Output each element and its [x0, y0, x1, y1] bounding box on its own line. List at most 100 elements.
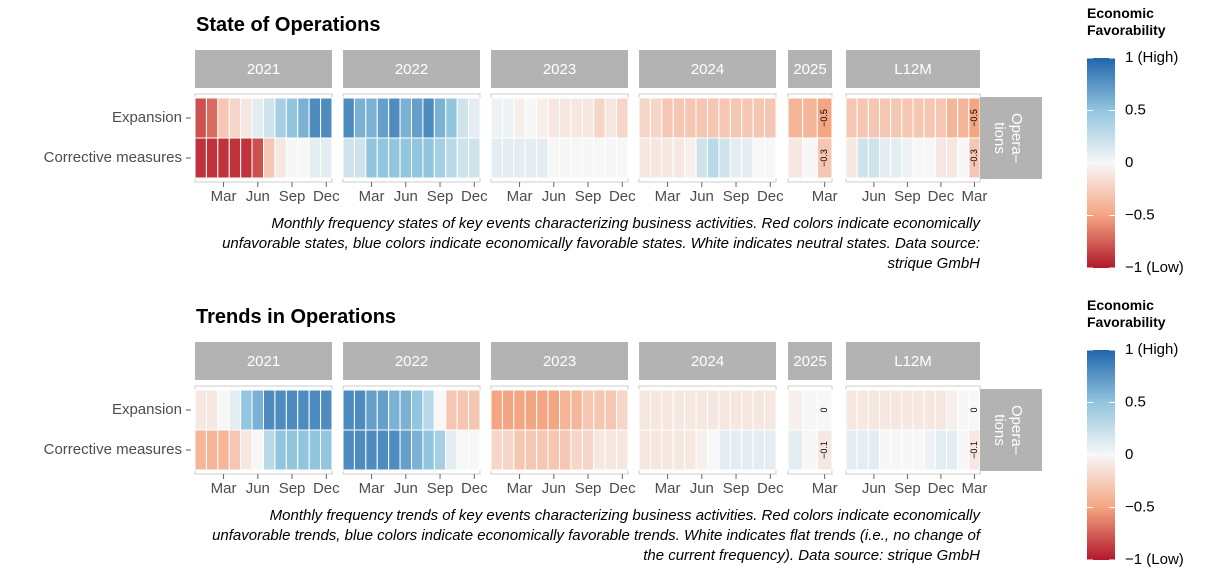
cell	[764, 389, 777, 431]
cell	[638, 137, 651, 179]
cell	[923, 389, 936, 431]
x-tick-label: Sep	[427, 480, 454, 497]
cell	[297, 97, 310, 139]
cell	[490, 429, 503, 471]
cell	[718, 97, 731, 139]
strip	[639, 342, 776, 380]
cell	[445, 137, 458, 179]
x-tick-label: Mar	[961, 188, 987, 205]
cell	[194, 389, 207, 431]
cell	[205, 389, 219, 431]
cell	[946, 389, 959, 431]
cell	[752, 389, 766, 431]
cell	[570, 389, 583, 431]
cell	[353, 97, 367, 139]
cell	[251, 429, 264, 471]
cell	[707, 389, 720, 431]
legend-tick-label: −0.5	[1125, 498, 1155, 515]
cell	[856, 137, 869, 179]
x-tick-label: Jun	[542, 480, 566, 497]
cell	[274, 429, 287, 471]
cell	[901, 429, 914, 471]
cell	[661, 389, 674, 431]
y-tick-label: Expansion	[112, 401, 182, 418]
cell	[422, 137, 435, 179]
cell	[741, 97, 754, 139]
cell	[616, 97, 629, 139]
cell	[251, 97, 264, 139]
cell	[718, 429, 731, 471]
facet-label: 2022	[395, 61, 428, 78]
cell	[845, 429, 858, 471]
cell	[764, 429, 777, 471]
row-facet-label: Opera–	[1008, 405, 1025, 456]
cell	[707, 97, 720, 139]
cell	[718, 389, 731, 431]
cell	[456, 389, 470, 431]
cell	[752, 97, 766, 139]
cell	[802, 137, 818, 179]
cell	[672, 429, 686, 471]
cell	[376, 429, 390, 471]
cell	[845, 97, 858, 139]
x-tick-label: Sep	[723, 188, 750, 205]
x-tick-label: Sep	[894, 188, 921, 205]
cell	[946, 137, 959, 179]
facet-label: 2024	[691, 61, 724, 78]
legend-tick-label: −1 (Low)	[1125, 259, 1184, 276]
cell	[263, 429, 276, 471]
cell	[616, 389, 629, 431]
x-tick-label: Dec	[461, 188, 488, 205]
cell	[308, 97, 322, 139]
cell	[308, 137, 322, 179]
cell	[741, 429, 754, 471]
cell	[308, 389, 322, 431]
cell	[353, 389, 367, 431]
cell	[240, 97, 253, 139]
caption: Monthly frequency trends of key events c…	[212, 507, 980, 564]
cell	[490, 389, 503, 431]
cell	[388, 137, 401, 179]
cell	[570, 137, 583, 179]
cell	[365, 429, 378, 471]
cell	[867, 429, 880, 471]
cell	[879, 97, 892, 139]
cell	[297, 429, 310, 471]
x-tick-label: Sep	[279, 480, 306, 497]
cell	[365, 97, 378, 139]
cell	[228, 137, 242, 179]
row-strip	[980, 97, 1042, 179]
value-label: −0.5	[969, 109, 979, 127]
cell	[320, 97, 333, 139]
cell	[285, 137, 299, 179]
cell	[251, 389, 264, 431]
cell	[205, 137, 219, 179]
legend-tick-label: 1 (High)	[1125, 341, 1178, 358]
x-tick-label: Mar	[655, 188, 681, 205]
cell	[729, 137, 743, 179]
cell	[513, 429, 526, 471]
x-tick-label: Mar	[211, 480, 237, 497]
cell	[604, 389, 618, 431]
cell	[604, 429, 618, 471]
cell	[787, 429, 804, 471]
facet-label: 2023	[543, 61, 576, 78]
cell	[729, 97, 743, 139]
cell	[536, 389, 549, 431]
x-tick-label: Mar	[359, 188, 385, 205]
cell	[923, 137, 936, 179]
value-label: 0	[969, 407, 979, 412]
cell	[411, 97, 424, 139]
strip	[343, 50, 480, 88]
x-tick-label: Sep	[575, 188, 602, 205]
cell	[867, 137, 880, 179]
facet-label: L12M	[894, 61, 932, 78]
cell	[263, 97, 276, 139]
cell	[251, 137, 264, 179]
facet-label: 2021	[247, 353, 280, 370]
cell	[320, 429, 333, 471]
cell	[228, 389, 242, 431]
x-tick-label: Dec	[313, 188, 340, 205]
cell	[604, 97, 618, 139]
facet-label: 2022	[395, 353, 428, 370]
